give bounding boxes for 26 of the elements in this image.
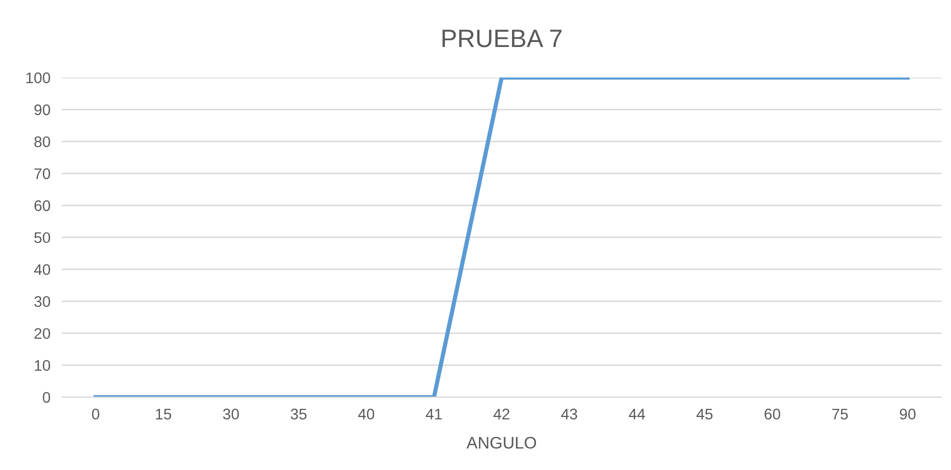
x-tick-label: 42 — [494, 408, 510, 420]
x-tick-label: 60 — [764, 408, 780, 420]
y-tick-label: 100 — [26, 72, 50, 84]
x-axis-title: ANGULO — [466, 436, 536, 449]
y-tick-label: 90 — [34, 104, 50, 116]
x-tick-label: 75 — [832, 408, 848, 420]
y-tick-label: 10 — [34, 360, 50, 371]
y-tick-label: 70 — [34, 168, 50, 180]
x-tick-label: 30 — [223, 408, 239, 420]
y-tick-label: 30 — [34, 296, 50, 307]
x-tick-label: 45 — [696, 408, 713, 420]
x-tick-label: 40 — [358, 408, 374, 420]
x-tick-label: 0 — [92, 408, 100, 420]
y-tick-label: 60 — [34, 200, 50, 212]
x-tick-label: 35 — [290, 408, 307, 420]
y-tick-label: 80 — [34, 136, 50, 148]
x-tick-label: 43 — [561, 408, 578, 420]
x-tick-label: 44 — [628, 408, 646, 420]
y-tick-label: 20 — [34, 328, 50, 339]
x-tick-label: 90 — [900, 408, 916, 420]
x-tick-label: 41 — [426, 408, 442, 420]
y-tick-label: 40 — [34, 264, 50, 275]
chart-title: PRUEBA 7 — [442, 30, 562, 48]
y-tick-label: 0 — [42, 392, 50, 403]
y-tick-label: 50 — [34, 232, 50, 244]
x-tick-label: 15 — [156, 408, 172, 420]
